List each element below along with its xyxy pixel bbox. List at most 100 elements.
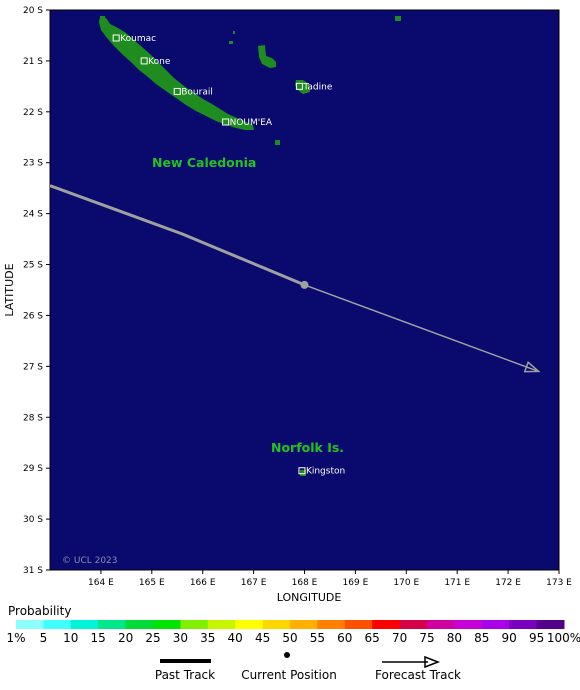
land-layer: Koumac Kone Bourail NOUM'EA Tadine Kingston — [50, 16, 541, 477]
place-marker — [295, 82, 303, 90]
scale-color-cell — [290, 620, 318, 629]
lat-tick-label: 27 S — [23, 362, 43, 372]
lat-tick-label: 26 S — [23, 311, 43, 321]
forecast-track-line — [304, 284, 539, 373]
lon-tick-label: 166 E — [190, 578, 216, 588]
land-isle-pines — [275, 140, 280, 145]
scale-tick-label: 55 — [310, 631, 325, 645]
legend-forecast-track-label: Forecast Track — [375, 668, 461, 682]
place-label: NOUM'EA — [230, 118, 273, 128]
land-norfolk — [300, 470, 306, 476]
place-label: Kone — [148, 57, 171, 67]
place-marker — [298, 467, 306, 475]
scale-color-cell — [481, 620, 510, 629]
land-grande-terre — [99, 17, 254, 130]
scale-color-cell — [262, 620, 291, 629]
land-isle-north — [395, 16, 401, 21]
lon-tick-label: 171 E — [444, 578, 470, 588]
scale-tick-label: 40 — [228, 631, 243, 645]
probability-scale-title: Probability — [8, 604, 71, 618]
longitude-axis-title: LONGITUDE — [277, 591, 342, 604]
scale-tick-label: 95 — [529, 631, 544, 645]
lat-tick-label: 24 S — [23, 210, 43, 220]
lon-tick-label: 168 E — [292, 578, 318, 588]
scale-tick-label: 25 — [145, 631, 160, 645]
legend-current-position-label: Current Position — [241, 668, 337, 682]
lat-tick-label: 21 S — [23, 57, 43, 67]
scale-tick-label: 10 — [63, 631, 78, 645]
lon-tick-label: 164 E — [88, 578, 114, 588]
scale-tick-label: 30 — [173, 631, 188, 645]
scale-color-cell — [509, 620, 538, 629]
copyright-text: © UCL 2023 — [62, 556, 118, 566]
latitude-ticks: 20 S 21 S 22 S 23 S 24 S 25 S 26 S 27 S 28 S 29 S… — [23, 6, 50, 576]
lat-tick-label: 23 S — [23, 159, 43, 169]
scale-tick-label: 60 — [337, 631, 352, 645]
scale-color-cell — [235, 620, 264, 629]
place-marker — [222, 118, 230, 126]
scale-color-cell — [153, 620, 181, 629]
scale-tick-label: 90 — [502, 631, 517, 645]
place-label: Bourail — [181, 87, 213, 97]
scale-tick-label: 50 — [282, 631, 297, 645]
scale-color-cell — [16, 620, 44, 629]
scale-color-cell — [317, 620, 346, 629]
scale-tick-label: 80 — [447, 631, 462, 645]
lat-tick-label: 20 S — [23, 6, 43, 16]
scale-tick-label: 5 — [40, 631, 48, 645]
probability-scale-bar — [16, 620, 565, 629]
legend-current-position-dot — [284, 652, 290, 658]
scale-color-cell — [43, 620, 72, 629]
scale-tick-label: 85 — [474, 631, 489, 645]
lat-tick-label: 28 S — [23, 413, 43, 423]
region-label-norfolk: Norfolk Is. — [271, 440, 344, 455]
lon-tick-label: 173 E — [546, 578, 572, 588]
forecast-arrow-icon — [523, 360, 541, 373]
scale-color-cell — [180, 620, 209, 629]
lat-tick-label: 31 S — [23, 566, 43, 576]
scale-color-cell — [207, 620, 236, 629]
scale-color-cell — [427, 620, 455, 629]
scale-tick-label: 1% — [6, 631, 25, 645]
lon-tick-label: 169 E — [343, 578, 369, 588]
lon-tick-label: 172 E — [495, 578, 521, 588]
land-lifou — [258, 45, 276, 68]
scale-color-cell — [399, 620, 428, 629]
lat-tick-label: 29 S — [23, 464, 43, 474]
place-label: Koumac — [120, 34, 156, 44]
scale-tick-label: 15 — [91, 631, 106, 645]
scale-color-cell — [125, 620, 154, 629]
probability-scale-labels: 1% 5 10 15 20 25 30 35 40 45 50 55 60 65 70 75 80 85 90 95 1… — [6, 631, 580, 645]
current-position-marker — [300, 280, 309, 289]
scale-tick-label: 75 — [419, 631, 434, 645]
place-marker — [140, 57, 148, 65]
place-label: Tadine — [302, 82, 332, 92]
land-isle-tiny2 — [229, 41, 233, 44]
legend-forecast-arrow-icon — [424, 655, 441, 669]
land-isle-tiny1 — [233, 31, 235, 34]
scale-tick-label: 70 — [392, 631, 407, 645]
latitude-axis-title: LATITUDE — [3, 263, 16, 316]
past-track-line — [50, 184, 306, 287]
scale-color-cell — [70, 620, 99, 629]
scale-tick-label: 20 — [118, 631, 133, 645]
lat-tick-label: 22 S — [23, 108, 43, 118]
scale-tick-label: 100% — [547, 631, 580, 645]
lon-tick-label: 165 E — [139, 578, 165, 588]
scale-color-cell — [344, 620, 373, 629]
scale-color-cell — [536, 620, 565, 629]
scale-tick-label: 35 — [200, 631, 215, 645]
scale-color-cell — [372, 620, 401, 629]
lon-tick-label: 170 E — [393, 578, 419, 588]
place-label: Kingston — [306, 467, 345, 477]
land-isle-belep — [100, 16, 105, 20]
scale-color-cell — [98, 620, 127, 629]
ocean-area — [49, 9, 560, 571]
scale-tick-label: 45 — [255, 631, 270, 645]
longitude-ticks: 164 E 165 E 166 E 167 E 168 E 169 E 170 E 171 E… — [88, 570, 572, 588]
scale-color-cell — [454, 620, 483, 629]
place-marker — [112, 34, 120, 42]
scale-tick-label: 65 — [365, 631, 380, 645]
places-layer: Koumac Kone Bourail NOUM'EA Tadine Kingston — [112, 34, 345, 477]
